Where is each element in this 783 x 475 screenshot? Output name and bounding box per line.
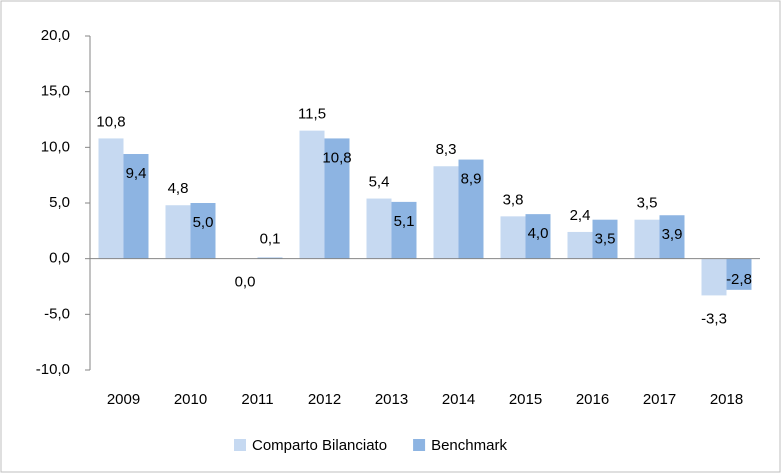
x-tick-label: 2016 [576,391,609,408]
bar [257,257,283,259]
legend-label: Comparto Bilanciato [252,437,387,454]
data-label: 10,8 [322,149,351,166]
data-label: 10,8 [96,113,125,130]
bar [592,219,618,259]
data-label: 4,0 [528,225,549,242]
y-tick-label: 5,0 [49,194,70,211]
data-label: 5,4 [369,174,390,191]
data-label: 11,5 [298,106,326,123]
data-label: 5,0 [193,214,214,231]
y-tick-label: 0,0 [49,250,70,267]
x-tick-label: 2011 [241,391,273,408]
bar [324,138,350,259]
data-label: 2,4 [570,207,591,224]
y-tick-label: -5,0 [44,305,70,322]
y-tick-label: 20,0 [41,27,70,44]
y-tick-label: -10,0 [36,361,70,378]
x-tick-label: 2009 [107,391,140,408]
data-label: 8,9 [461,171,482,188]
bar [634,219,660,259]
bar [659,215,685,259]
bar [299,130,325,259]
legend-label: Benchmark [431,437,507,454]
data-label: 3,5 [637,195,658,212]
x-tick-label: 2015 [509,391,542,408]
bar [567,231,593,259]
data-label: 8,3 [436,141,457,158]
legend-swatch [413,439,426,451]
data-label: 4,8 [168,180,189,197]
x-tick-label: 2014 [442,391,475,408]
data-label: -3,3 [701,310,727,327]
bar [123,154,149,259]
bar [525,214,551,259]
bar [458,159,484,259]
bar [165,205,191,259]
bar [701,258,727,296]
bar [98,138,124,259]
data-label: 3,9 [662,226,683,243]
bar [190,203,216,259]
data-label: 3,8 [503,191,524,208]
data-label: 5,1 [394,213,415,230]
data-label: -2,8 [726,271,752,288]
y-tick-label: 15,0 [41,83,70,100]
data-label: 3,5 [595,231,616,248]
x-tick-label: 2013 [375,391,408,408]
x-tick-label: 2018 [710,391,743,408]
bar [391,201,417,259]
data-label: 0,0 [235,274,256,291]
legend-swatch [234,439,246,451]
bar [433,166,459,259]
x-tick-label: 2010 [174,391,207,408]
x-tick-label: 2017 [643,391,676,408]
data-label: 0,1 [260,231,281,248]
bar [366,198,392,259]
y-tick-label: 10,0 [41,138,70,155]
data-label: 9,4 [126,165,147,182]
bar [726,258,752,290]
x-tick-label: 2012 [308,391,341,408]
bar [500,216,526,259]
